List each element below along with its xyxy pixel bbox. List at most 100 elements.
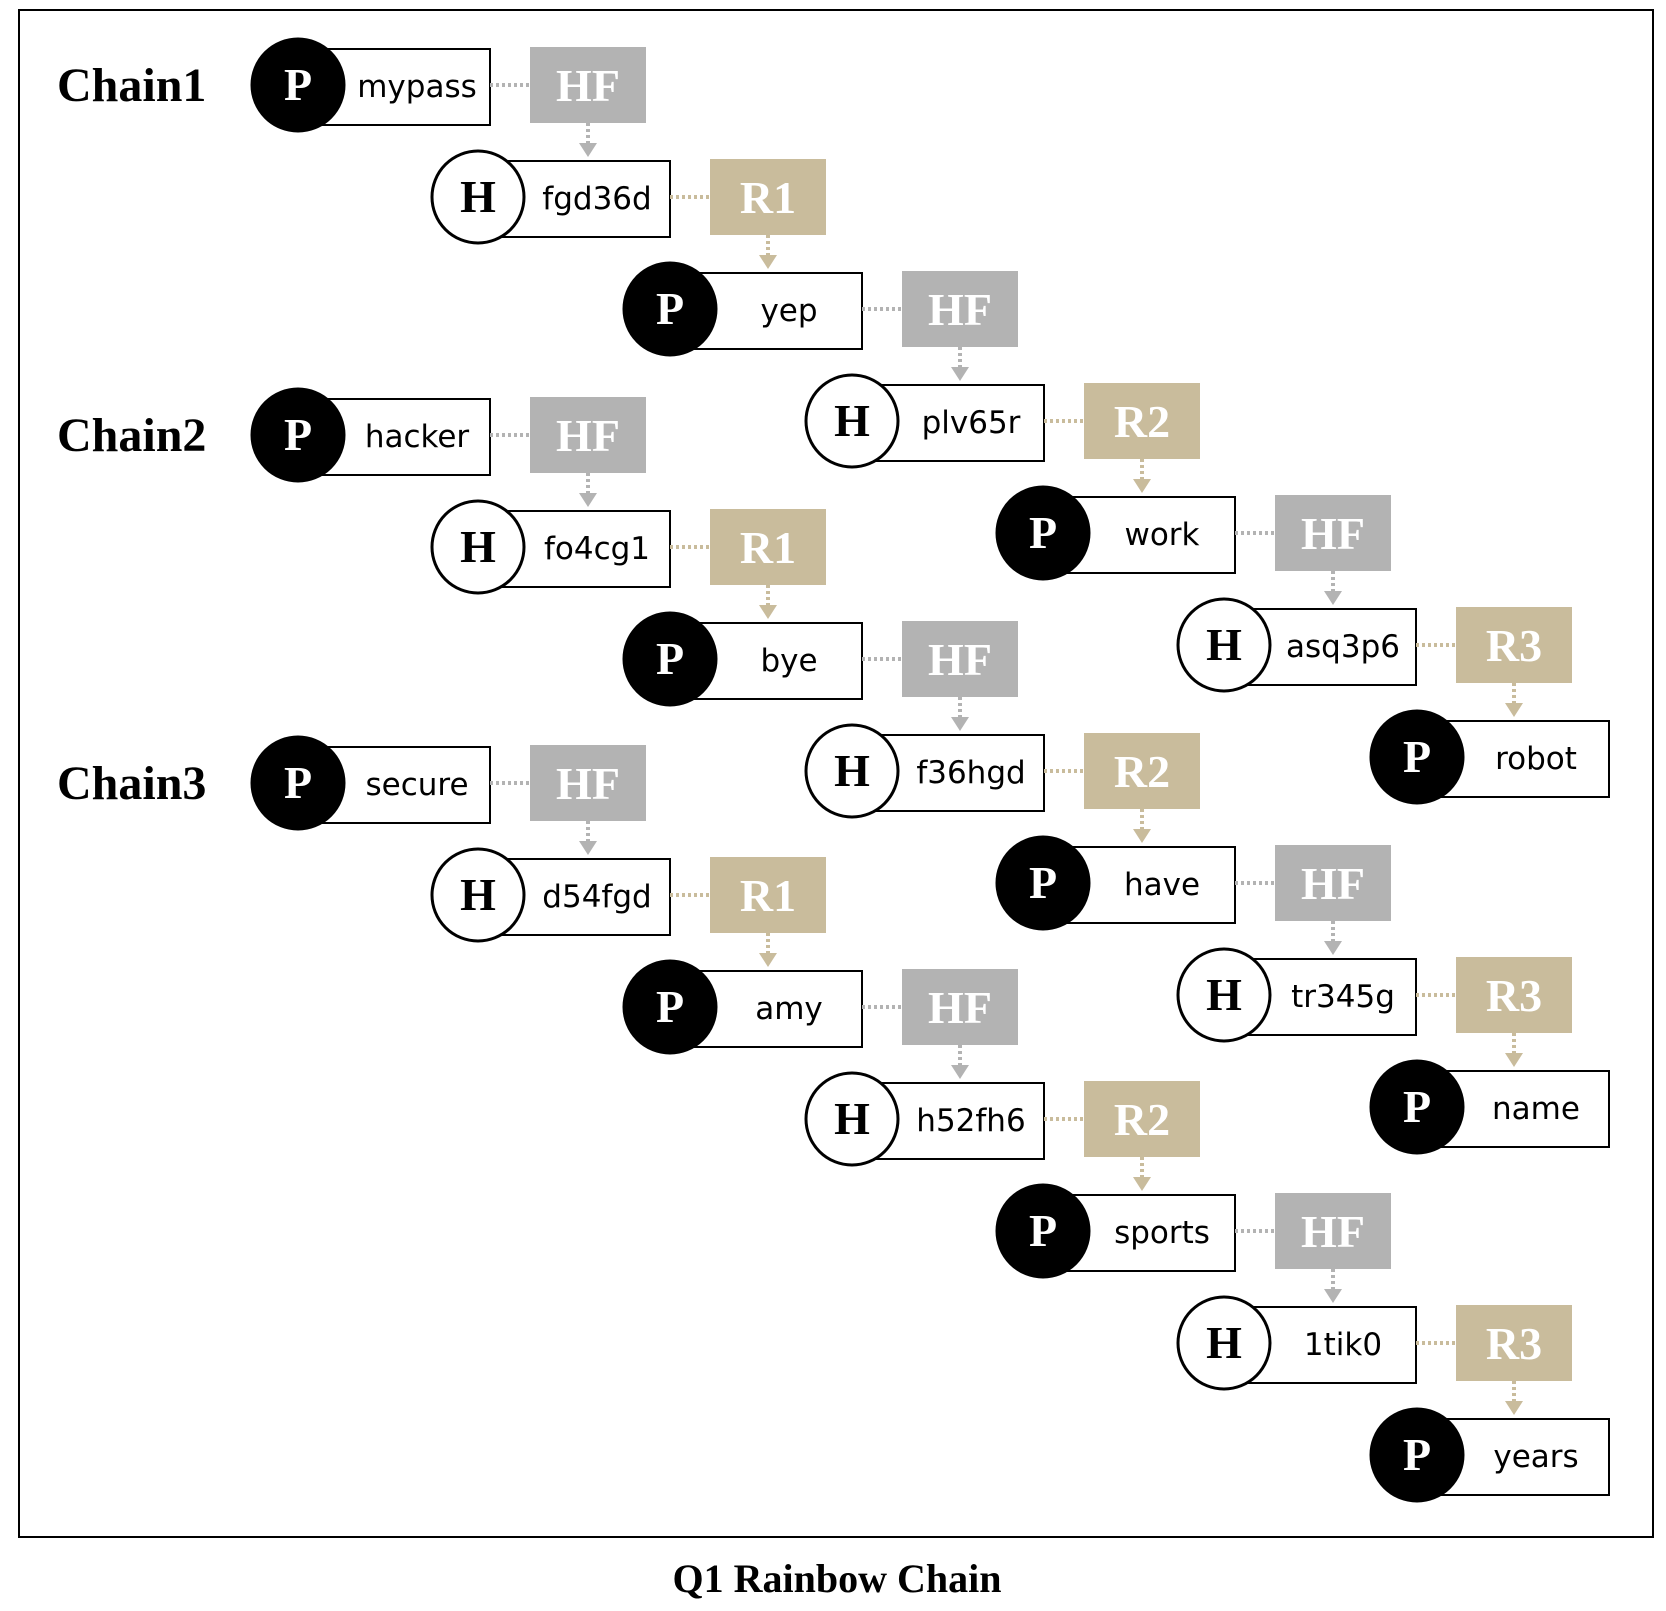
op-box [530,745,646,821]
badge-letter: H [1206,969,1242,1020]
arrowhead [1324,591,1342,605]
arrowhead [1133,479,1151,493]
hash-function-op: HF [862,621,1018,731]
value-text: secure [365,767,468,803]
arrowhead [1133,1177,1151,1191]
op-box [710,509,826,585]
arrowhead [1505,1053,1523,1067]
badge-letter: H [460,521,496,572]
arrowhead [951,1065,969,1079]
value-text: have [1124,867,1200,903]
plaintext-node: work P [995,485,1236,581]
badge-letter: P [1029,1205,1057,1256]
plaintext-node: sports P [995,1183,1236,1279]
badge-letter: P [284,59,312,110]
chain-1: Chain1 mypass P HF fgd36d H R1 yep P HF plv65r H R2 w… [57,37,1610,805]
arrowhead [759,953,777,967]
op-box [1456,957,1572,1033]
badge-letter: H [460,171,496,222]
hash-node: d54fgd H [430,847,671,943]
op-label: HF [556,410,620,461]
op-box [1084,383,1200,459]
plaintext-badge [622,959,718,1055]
op-box [1275,845,1391,921]
value-text: fgd36d [542,181,651,217]
plaintext-badge [995,1183,1091,1279]
plaintext-node: amy P [622,959,863,1055]
plaintext-node: mypass P [250,37,491,133]
badge-letter: P [284,757,312,808]
badge-letter: P [656,633,684,684]
badge-letter: H [834,395,870,446]
arrowhead [1505,703,1523,717]
badge-letter: P [1029,857,1057,908]
value-text: plv65r [922,405,1021,441]
chain-label: Chain2 [57,409,206,462]
hash-node: asq3p6 H [1176,597,1417,693]
plaintext-badge [250,37,346,133]
plaintext-node: name P [1369,1059,1610,1155]
value-text: yep [760,293,817,329]
arrowhead [1324,941,1342,955]
hash-function-op: HF [1235,1193,1391,1303]
value-text: d54fgd [542,879,651,915]
reduction-op: R3 [1416,1305,1572,1415]
plaintext-node: have P [995,835,1236,931]
op-label: R3 [1486,970,1542,1021]
hash-badge [804,1071,900,1167]
plaintext-badge [250,387,346,483]
arrowhead [951,367,969,381]
hash-badge [1176,1295,1272,1391]
value-text: hacker [365,419,470,455]
hash-function-op: HF [490,47,646,157]
value-text: h52fh6 [916,1103,1025,1139]
hash-badge [430,149,526,245]
value-text: robot [1495,741,1577,777]
figure-frame [18,9,1654,1538]
badge-letter: H [460,869,496,920]
hash-function-op: HF [490,397,646,507]
op-label: HF [556,758,620,809]
hash-node: plv65r H [804,373,1045,469]
reduction-op: R2 [1044,383,1200,493]
value-text: fo4cg1 [544,531,650,567]
value-text: mypass [357,69,477,105]
op-label: HF [1301,508,1365,559]
badge-letter: P [656,283,684,334]
op-label: HF [1301,1206,1365,1257]
reduction-op: R1 [670,509,826,619]
chain-3: Chain3 secure P HF d54fgd H R1 amy P HF h52fh6 H R2 s… [57,735,1610,1503]
arrowhead [579,493,597,507]
badge-letter: P [656,981,684,1032]
arrowhead [759,605,777,619]
arrowhead [1505,1401,1523,1415]
op-box [902,621,1018,697]
plaintext-badge [1369,1059,1465,1155]
op-label: HF [1301,858,1365,909]
op-box [902,271,1018,347]
plaintext-badge [995,835,1091,931]
op-box [1084,1081,1200,1157]
hash-badge [1176,947,1272,1043]
badge-letter: P [284,409,312,460]
reduction-op: R3 [1416,957,1572,1067]
reduction-op: R2 [1044,733,1200,843]
hash-function-op: HF [862,271,1018,381]
op-label: HF [556,60,620,111]
arrowhead [1133,829,1151,843]
value-text: sports [1114,1215,1210,1251]
badge-letter: P [1403,1081,1431,1132]
hash-badge [430,499,526,595]
op-label: HF [928,982,992,1033]
value-text: years [1493,1439,1578,1475]
reduction-op: R2 [1044,1081,1200,1191]
value-text: tr345g [1291,979,1395,1015]
value-text: amy [755,991,823,1027]
hash-node: fo4cg1 H [430,499,671,595]
value-text: work [1124,517,1199,553]
plaintext-node: bye P [622,611,863,707]
reduction-op: R1 [670,857,826,967]
plaintext-badge [250,735,346,831]
op-label: R1 [740,870,796,921]
